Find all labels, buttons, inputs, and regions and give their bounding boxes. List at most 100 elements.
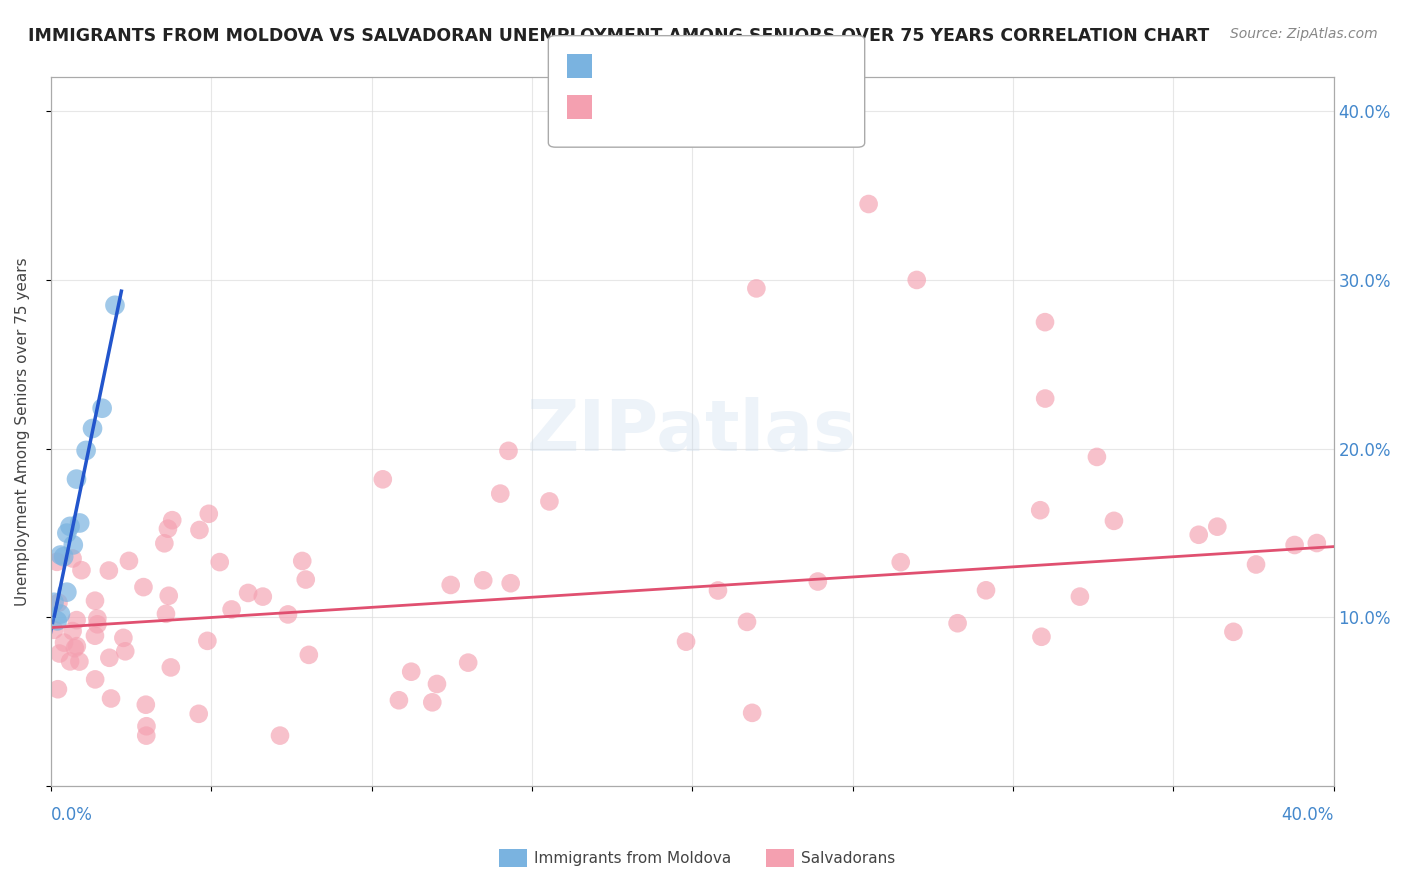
Point [890,555,912,569]
Point [208,555,231,569]
Point [98,650,121,665]
Point [153,536,176,550]
Text: IMMIGRANTS FROM MOLDOVA VS SALVADORAN UNEMPLOYMENT AMONG SENIORS OVER 75 YEARS C: IMMIGRANTS FROM MOLDOVA VS SALVADORAN UN… [28,27,1209,45]
Point [1306,536,1329,550]
Point [112,631,135,645]
Point [1033,392,1056,406]
Point [49,607,72,621]
Point [538,494,561,508]
Point [114,644,136,658]
Point [236,586,259,600]
Point [675,634,697,648]
Point [1188,528,1211,542]
Point [858,197,880,211]
Point [157,589,180,603]
Point [56,585,79,599]
Point [70,563,93,577]
Point [65,472,87,486]
Point [252,590,274,604]
Point [457,656,479,670]
Point [905,273,928,287]
Point [1284,538,1306,552]
Point [1206,519,1229,533]
Point [741,706,763,720]
Point [67,655,90,669]
Point [426,677,449,691]
Text: 0.0%: 0.0% [51,806,93,824]
Point [155,607,177,621]
Point [489,486,512,500]
Point [42,595,65,609]
Point [97,564,120,578]
Point [707,583,730,598]
Point [62,538,84,552]
Point [399,665,422,679]
Y-axis label: Unemployment Among Seniors over 75 years: Unemployment Among Seniors over 75 years [15,258,30,607]
Point [159,660,181,674]
Point [294,573,316,587]
Point [197,507,219,521]
Point [499,576,522,591]
Point [472,574,495,588]
Point [63,641,86,656]
Point [188,523,211,537]
Point [371,472,394,486]
Point [59,654,82,668]
Point [42,623,65,637]
Point [735,615,758,629]
Point [221,602,243,616]
Point [69,516,91,530]
Point [298,648,321,662]
Point [388,693,411,707]
Point [46,682,69,697]
Point [52,549,75,564]
Point [65,613,87,627]
Point [156,522,179,536]
Point [104,298,127,312]
Point [48,596,70,610]
Text: Salvadorans: Salvadorans [801,851,896,865]
Point [49,548,72,562]
Point [1102,514,1125,528]
Point [86,611,108,625]
Point [84,673,107,687]
Point [135,719,157,733]
Text: ZIPatlas: ZIPatlas [527,397,858,467]
Point [1029,503,1052,517]
Point [277,607,299,622]
Point [118,554,141,568]
Point [946,616,969,631]
Point [91,401,114,416]
Point [1033,315,1056,329]
Point [45,555,67,569]
Point [1069,590,1091,604]
Point [269,729,291,743]
Point [745,281,768,295]
Point [1222,624,1244,639]
Point [84,593,107,607]
Point [498,443,520,458]
Point [291,554,314,568]
Text: Source: ZipAtlas.com: Source: ZipAtlas.com [1230,27,1378,41]
Point [82,421,104,435]
Point [62,624,84,639]
Text: Immigrants from Moldova: Immigrants from Moldova [534,851,731,865]
Text: R = 0.687    N = 15: R = 0.687 N = 15 [600,56,792,74]
Point [440,578,463,592]
Point [53,635,76,649]
Point [132,580,155,594]
Point [1085,450,1108,464]
Point [135,698,157,712]
Point [420,695,443,709]
Point [100,691,122,706]
Point [56,526,79,541]
Point [1031,630,1053,644]
Point [66,639,89,653]
Text: R = 0.180    N = 84: R = 0.180 N = 84 [600,97,792,115]
Point [135,729,157,743]
Point [46,614,69,628]
Point [195,633,218,648]
Text: 40.0%: 40.0% [1281,806,1334,824]
Point [187,706,209,721]
Point [1244,558,1267,572]
